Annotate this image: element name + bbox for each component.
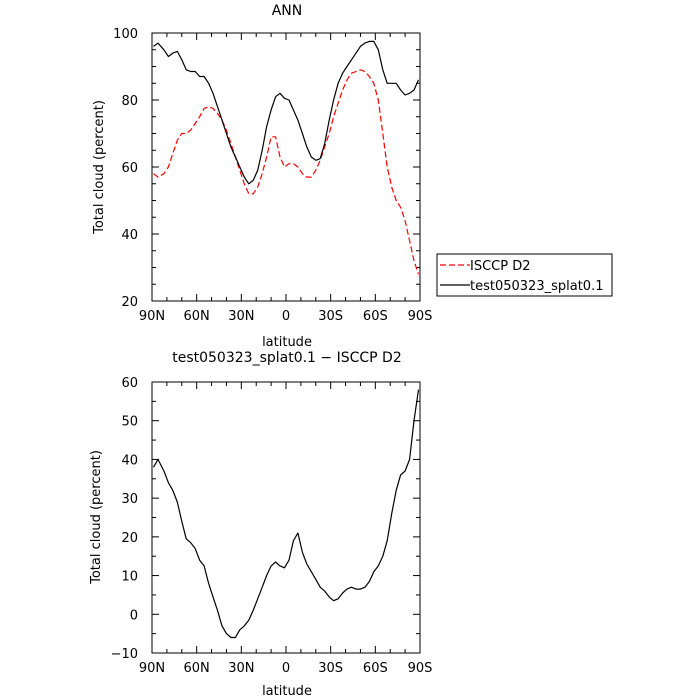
y-tick-label: 60 <box>121 161 138 176</box>
chart-title: ANN <box>272 3 303 19</box>
series-line-model <box>153 40 420 185</box>
legend: ISCCP D2 test050323_splat0.1 <box>436 253 613 297</box>
y-tick-label: 20 <box>121 531 138 546</box>
x-tick-label: 90S <box>408 661 433 676</box>
x-axis-label: latitude <box>262 684 312 699</box>
y-tick-label: 80 <box>121 94 138 109</box>
axis-ticks: 90N 60N 30N 0 30S 60S 90S −10 0 10 20 30 40 50 60 <box>111 376 433 676</box>
y-tick-label: 30 <box>121 492 138 507</box>
y-tick-label: 40 <box>121 228 138 243</box>
y-axis-label: Total cloud (percent) <box>92 100 107 235</box>
plot-frame <box>151 381 421 654</box>
y-tick-label: 50 <box>121 415 138 430</box>
y-tick-label: 10 <box>121 570 138 585</box>
series-group <box>152 389 420 639</box>
y-tick-label: −10 <box>111 647 138 662</box>
x-tick-label: 30N <box>228 309 254 324</box>
x-axis-label: latitude <box>262 335 312 350</box>
x-tick-label: 0 <box>282 309 290 324</box>
x-tick-label: 90N <box>139 309 165 324</box>
x-tick-label: 60N <box>184 661 210 676</box>
x-tick-label: 30S <box>318 309 343 324</box>
y-tick-label: 60 <box>121 376 138 391</box>
x-tick-label: 30S <box>318 661 343 676</box>
x-tick-label: 0 <box>282 661 290 676</box>
legend-entry-test: test050323_splat0.1 <box>470 279 603 294</box>
x-tick-label: 90S <box>408 309 433 324</box>
series-line-isccp-d2 <box>153 69 420 275</box>
axis-ticks: 90N 60N 30N 0 30S 60S 90S 20 40 60 80 100 <box>113 27 432 324</box>
y-tick-label: 20 <box>121 295 138 310</box>
series-group <box>153 40 420 275</box>
series-line-model <box>152 389 420 639</box>
chart-title: test050323_splat0.1 − ISCCP D2 <box>172 350 402 366</box>
y-tick-label: 40 <box>121 453 138 468</box>
x-tick-label: 60S <box>363 309 388 324</box>
y-tick-label: 0 <box>130 608 138 623</box>
y-axis-label: Total cloud (percent) <box>89 450 104 585</box>
legend-box <box>436 253 613 297</box>
x-tick-label: 30N <box>228 661 254 676</box>
y-tick-label: 100 <box>113 27 138 42</box>
bottom-chart: test050323_splat0.1 − ISCCP D2 90N 60N 30N… <box>89 350 432 699</box>
x-tick-label: 60S <box>363 661 388 676</box>
top-chart: ANN 90N 60N 30N 0 30S 60S 90S 20 40 60 80 100 latit… <box>92 3 432 350</box>
x-tick-label: 60N <box>184 309 210 324</box>
legend-entry-isccp: ISCCP D2 <box>470 259 531 274</box>
x-tick-label: 90N <box>139 661 165 676</box>
plot-frame <box>151 32 421 302</box>
